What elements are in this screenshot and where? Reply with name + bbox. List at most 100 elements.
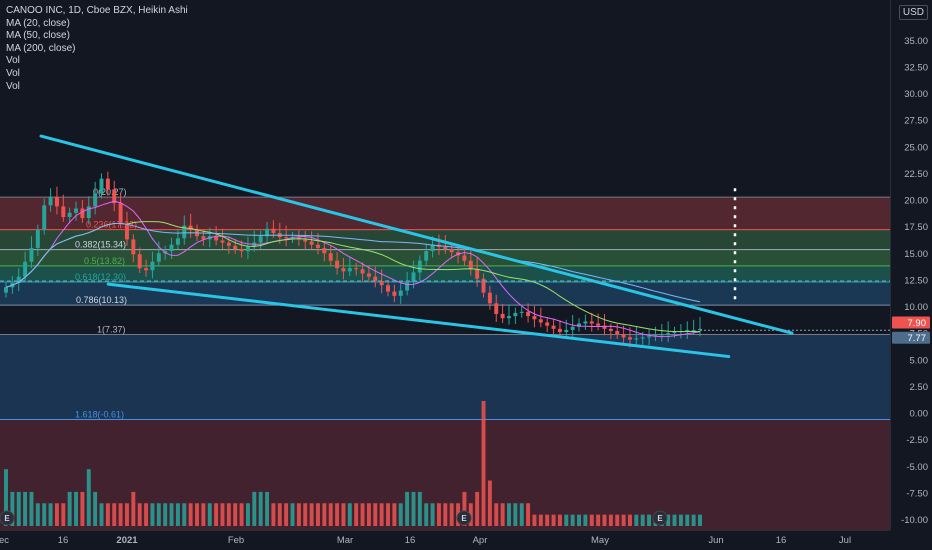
volume-bar [226,503,231,526]
candle-body [124,223,129,240]
x-axis-tick-label: Feb [228,535,244,546]
volume-bar [570,514,575,526]
candle-body [35,229,40,248]
y-axis-tick-label: 35.00 [904,36,928,47]
volume-bar [150,503,155,526]
candle-body [698,328,702,330]
volume-bar [214,503,219,526]
candle-body [201,236,206,240]
volume-bar [513,503,518,526]
volume-bar [424,503,429,526]
ma200-line [5,223,701,303]
candle-body [4,287,8,293]
candle-body [500,313,505,319]
candle-body [430,244,435,252]
volume-bar [379,503,384,526]
y-axis-tick-label: 20.00 [904,196,928,207]
volume-bar [233,503,238,526]
volume-bar [309,503,314,526]
last-price-badge: 7.90 [908,318,927,329]
volume-bar [163,503,168,526]
candle-body [105,178,110,190]
volume-bar [99,503,104,526]
volume-bar [220,503,225,526]
volume-bar [112,503,117,526]
volume-bar [10,491,15,526]
volume-bar [105,503,110,526]
volume-bar [557,514,562,526]
candle-body [526,311,531,317]
candle-body [468,260,473,270]
volume-bar [462,491,467,526]
candle-body [386,285,390,292]
candle-body [411,272,416,283]
candle-body [685,329,690,331]
candle-body [93,193,98,207]
candle-body [627,337,632,340]
fib-level-label: 0.236(17.22) [86,220,137,230]
volume-bar [175,503,180,526]
earnings-marker-label: E [461,514,467,523]
fib-band-0 [0,197,890,230]
volume-bar [144,503,149,526]
candle-body [481,278,486,293]
volume-bar [67,491,72,526]
candle-body [182,225,187,239]
candle-body [112,189,117,204]
volume-bar [577,514,582,526]
volume-bar [201,503,206,526]
candle-body [570,326,575,330]
candle-body [513,312,518,317]
y-axis-tick-label: -5.00 [906,462,928,473]
x-axis-tick-label: 16 [776,535,787,546]
fib-level-label: 1.618(-0.61) [75,409,124,419]
fib-band-3 [0,265,890,283]
candle-body [23,261,28,277]
volume-bar [392,503,397,526]
volume-bar [124,503,129,526]
candle-body [615,330,620,335]
y-axis-tick-label: -7.50 [906,488,928,499]
volume-bar [443,503,448,526]
volume-bar [691,514,696,526]
x-axis-tick-label: Apr [473,535,488,546]
y-axis-tick-label: 30.00 [904,89,928,100]
candle-body [322,247,327,254]
candle-body [417,260,422,273]
volume-bar [411,491,416,526]
volume-bar [519,503,524,526]
earnings-marker-label: E [4,514,10,523]
currency-unit-badge[interactable]: USD [898,5,928,20]
prev-price-badge: 7.77 [908,333,927,344]
x-axis-tick-label: Jun [708,535,723,546]
candle-body [475,269,480,279]
y-axis-tick-label: -2.50 [906,435,928,446]
volume-bar [449,503,454,526]
candle-body [144,268,149,271]
volume-bar [672,514,677,526]
fib-level-label: 0.382(15.34) [75,240,126,250]
candle-body [354,268,359,270]
volume-bar [615,514,620,526]
candle-body [487,292,492,304]
candle-body [551,325,556,329]
candle-body [379,280,384,286]
candle-body [214,236,219,241]
volume-bar [386,503,390,526]
y-axis-tick-label: 2.50 [910,382,929,393]
volume-bar [188,503,193,526]
earnings-marker [0,510,15,526]
candle-body [271,228,276,234]
candle-body [519,311,524,313]
x-axis-tick-label: 2021 [116,535,138,546]
y-axis-tick-label: 17.50 [904,222,928,233]
earnings-marker [456,510,472,526]
candle-body [328,253,333,261]
candle-body [602,325,607,329]
earnings-marker-label: E [657,514,663,523]
fib-level-label: 0.786(10.13) [76,295,127,305]
volume-bar [373,503,378,526]
candle-body [659,334,664,336]
volume-bar [4,469,8,526]
